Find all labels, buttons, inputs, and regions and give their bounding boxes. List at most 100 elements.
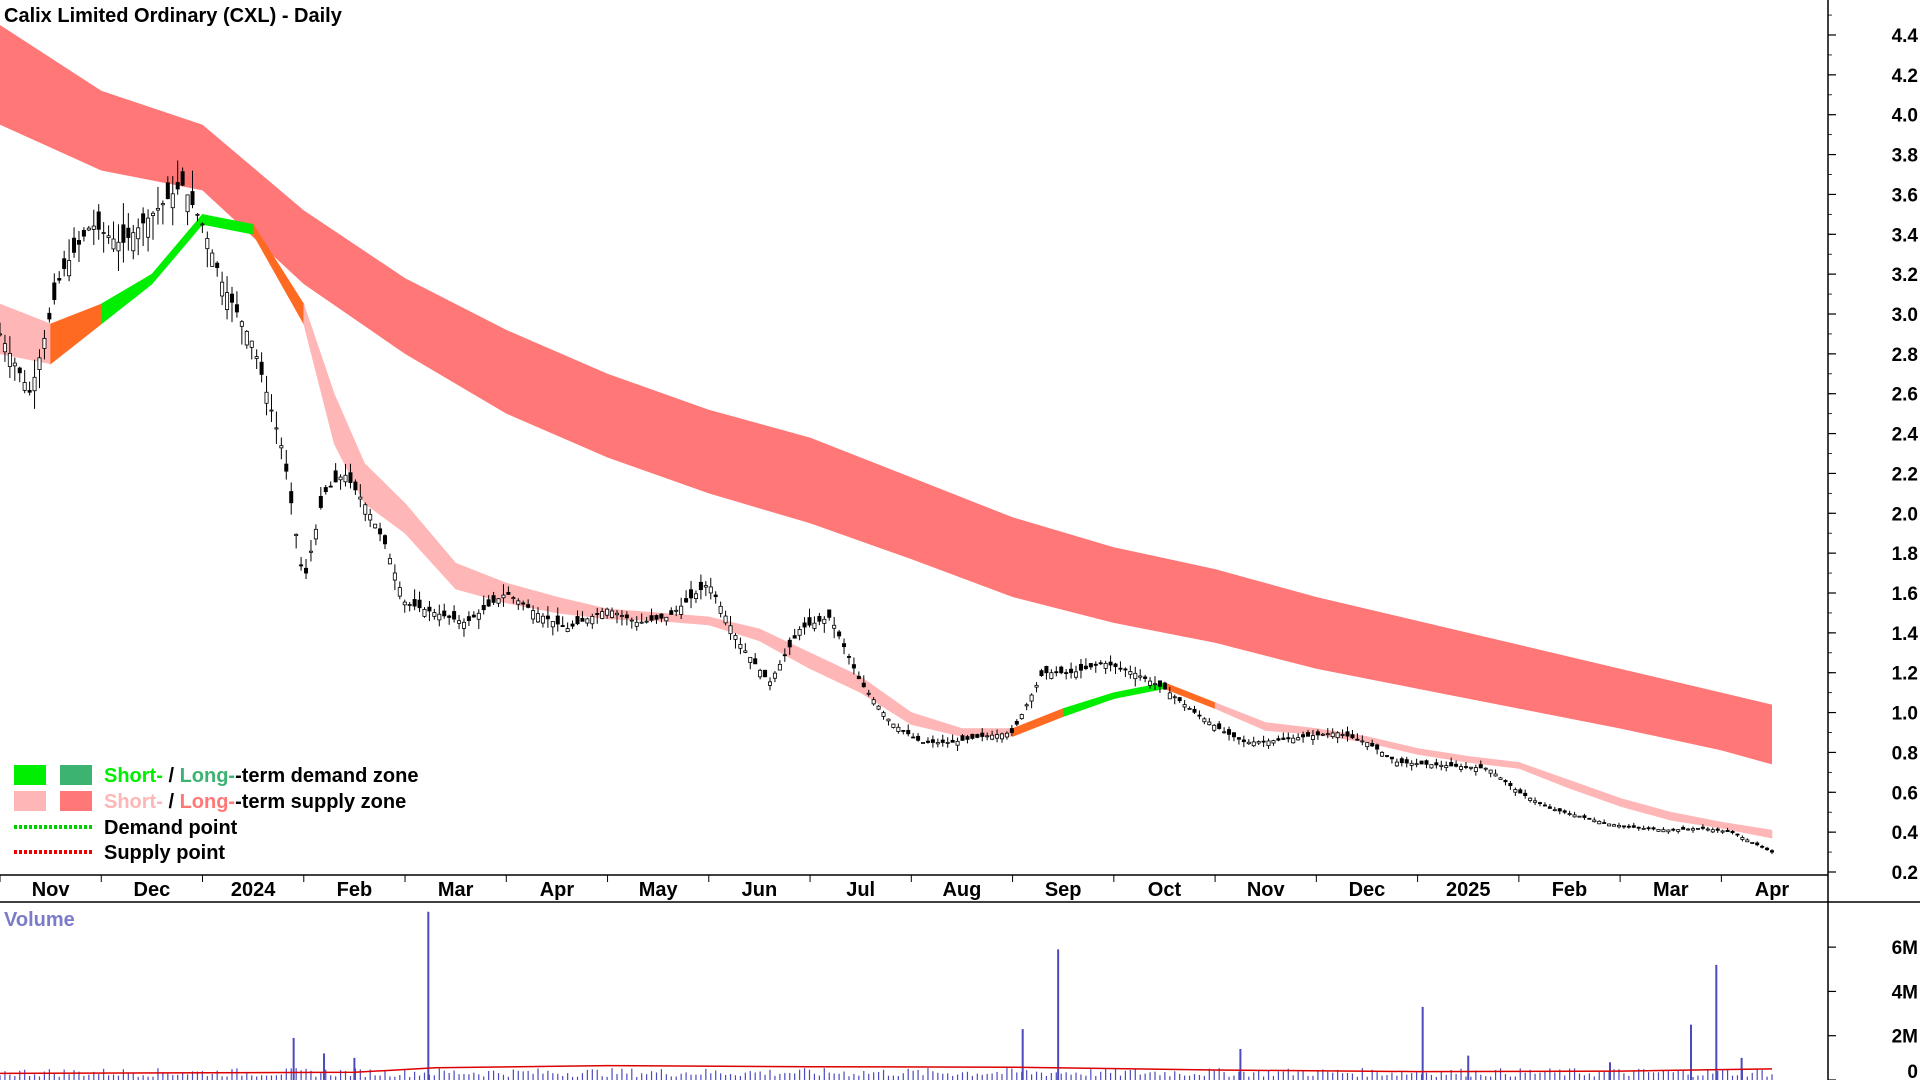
candle-body <box>37 357 42 371</box>
short-term-demand-zone-segment <box>50 303 102 365</box>
short-term-supply-zone-segment <box>1569 779 1621 807</box>
candle-body <box>940 739 945 743</box>
candle-body <box>210 252 215 267</box>
candle-body <box>32 376 37 392</box>
candle-body <box>1266 740 1271 747</box>
legend-long-swatch <box>60 765 92 785</box>
short-term-demand-zone-segment <box>1062 692 1115 717</box>
candle-body <box>1227 729 1232 735</box>
candle-body <box>1024 704 1029 707</box>
candle-body <box>644 620 649 623</box>
candle-body <box>289 491 294 504</box>
candle-body <box>1523 792 1528 797</box>
candle-body <box>1557 808 1562 812</box>
candle-body <box>1661 829 1666 833</box>
candle-body <box>67 260 72 277</box>
x-tick-label: Apr <box>1755 879 1790 901</box>
candle-body <box>1375 744 1380 750</box>
candle-body <box>871 699 876 705</box>
candle-body <box>111 238 116 250</box>
candle-body <box>1049 672 1054 679</box>
candle-body <box>1093 663 1098 666</box>
candle-body <box>447 615 452 618</box>
candle-body <box>1212 724 1217 731</box>
candle-body <box>299 564 304 567</box>
candle-body <box>605 608 610 616</box>
x-tick-label: Nov <box>32 879 71 901</box>
short-term-supply-zone-segment <box>303 303 335 444</box>
candle-body <box>703 585 708 588</box>
candle-body <box>935 742 940 745</box>
candle-body <box>328 485 333 488</box>
candle-body <box>72 237 77 253</box>
candle-body <box>81 229 86 237</box>
x-tick-label: Nov <box>1247 879 1286 901</box>
y-tick-label: 0.2 <box>1892 863 1918 884</box>
candle-body <box>1148 680 1153 686</box>
candle-body <box>565 628 570 632</box>
volume-average-line <box>0 1064 1773 1075</box>
candle-body <box>1310 735 1315 740</box>
month-x-axis: Nov Dec 2024 Feb Mar Apr May Jun Jul Aug Sep Oct Nov… <box>0 875 1789 901</box>
candle-body <box>1666 829 1671 833</box>
candle-body <box>397 587 402 597</box>
candle-body <box>733 635 738 640</box>
legend-short-swatch <box>14 765 46 785</box>
candle-body <box>91 225 96 230</box>
candle-body <box>136 227 141 240</box>
candle-body <box>1291 737 1296 744</box>
candle-body <box>1034 684 1039 688</box>
candle-body <box>1009 728 1014 733</box>
volume-y-tick-label: 6M <box>1892 938 1918 959</box>
candle-body <box>575 616 580 625</box>
y-tick-label: 4.2 <box>1892 66 1918 87</box>
candle-body <box>1695 827 1700 830</box>
candle-body <box>1340 734 1345 736</box>
candle-body <box>333 470 338 483</box>
candle-body <box>1597 820 1602 825</box>
candle-body <box>1276 738 1281 741</box>
candle-body <box>304 567 309 574</box>
candle-body <box>1740 837 1745 840</box>
candle-body <box>1083 665 1088 669</box>
candle-body <box>1454 763 1459 767</box>
candle-body <box>1686 828 1691 831</box>
candle-body <box>165 182 170 200</box>
candle-body <box>358 496 363 500</box>
candle-body <box>1631 825 1636 828</box>
candle-body <box>496 598 501 604</box>
candle-body <box>1478 764 1483 769</box>
candle-body <box>610 610 615 618</box>
candle-body <box>422 608 427 617</box>
candle-body <box>12 362 17 367</box>
candle-body <box>1261 740 1266 743</box>
y-tick-label: 0.6 <box>1892 783 1918 804</box>
candle-body <box>787 639 792 648</box>
volume-y-tick-label: 4M <box>1892 982 1918 1003</box>
candle-body <box>1281 737 1286 740</box>
candle-body <box>501 594 506 599</box>
candle-body <box>151 212 156 216</box>
candle-body <box>1513 789 1518 793</box>
x-tick-label: Apr <box>540 879 575 901</box>
candle-body <box>402 601 407 606</box>
candle-body <box>101 232 106 234</box>
candle-body <box>1602 822 1607 824</box>
candle-body <box>856 675 861 680</box>
candle-body <box>146 217 151 238</box>
candle-body <box>777 663 782 671</box>
candle-body <box>284 463 289 472</box>
candle-body <box>1044 665 1049 674</box>
candle-body <box>550 621 555 628</box>
candle-body <box>1715 828 1720 831</box>
candle-body <box>1414 763 1419 766</box>
candle-body <box>1355 738 1360 741</box>
candle-body <box>17 367 22 374</box>
candle-body <box>1197 714 1202 717</box>
legend-point-label: Supply point <box>104 842 225 864</box>
candle-body <box>1236 737 1241 740</box>
candle-body <box>131 232 136 252</box>
candle-body <box>1014 721 1019 725</box>
candle-body <box>1069 668 1074 674</box>
